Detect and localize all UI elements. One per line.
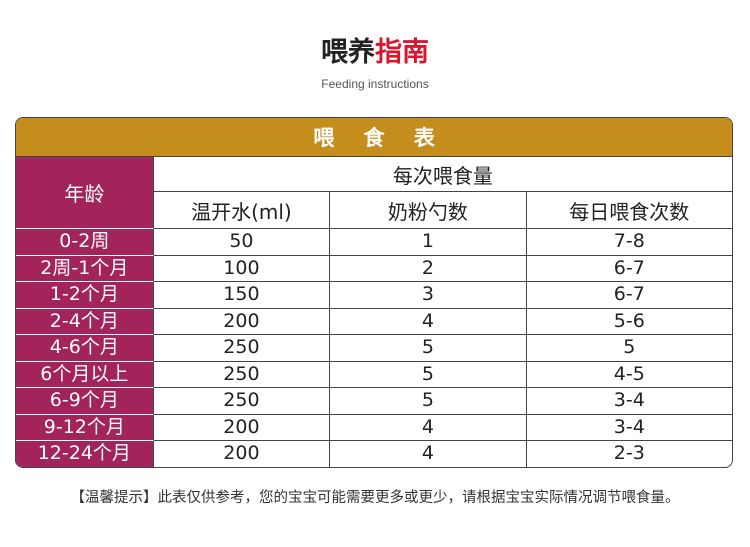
age-cell: 2-4个月 bbox=[16, 308, 154, 335]
value-cell: 3 bbox=[330, 282, 527, 309]
group-header: 每次喂食量 bbox=[153, 157, 732, 192]
table-row: 9-12个月 200 4 3-4 bbox=[16, 414, 732, 441]
table-row: 2-4个月 200 4 5-6 bbox=[16, 308, 732, 335]
value-cell: 50 bbox=[153, 229, 331, 256]
value-cell: 200 bbox=[153, 308, 331, 335]
table-row: 6-9个月 250 5 3-4 bbox=[16, 388, 732, 415]
age-cell: 9-12个月 bbox=[16, 414, 154, 441]
value-cell: 4 bbox=[330, 414, 527, 441]
value-cell: 4 bbox=[330, 308, 527, 335]
column-header: 每日喂食次数 bbox=[526, 192, 732, 229]
value-cell: 5 bbox=[330, 335, 527, 362]
value-cell: 5 bbox=[330, 361, 527, 388]
value-cell: 1 bbox=[330, 229, 527, 256]
table-row: 6个月以上 250 5 4-5 bbox=[16, 361, 732, 388]
table-row: 12-24个月 200 4 2-3 bbox=[16, 441, 732, 467]
age-cell: 6个月以上 bbox=[16, 361, 154, 388]
age-cell: 0-2周 bbox=[16, 229, 154, 256]
value-cell: 200 bbox=[153, 414, 331, 441]
value-cell: 100 bbox=[153, 255, 331, 282]
subtitle: Feeding instructions bbox=[321, 77, 429, 91]
age-cell: 2周-1个月 bbox=[16, 255, 154, 282]
value-cell: 200 bbox=[154, 441, 331, 467]
table-row: 2周-1个月 100 2 6-7 bbox=[16, 255, 732, 282]
table-caption: 喂 食 表 bbox=[16, 118, 732, 157]
title: 喂养指南 bbox=[0, 30, 750, 69]
age-cell: 6-9个月 bbox=[16, 388, 154, 415]
title-black: 喂养 bbox=[321, 37, 375, 68]
footer-note: 【温馨提示】此表仅供参考，您的宝宝可能需要更多或更少，请根据宝宝实际情况调节喂食… bbox=[70, 490, 680, 506]
value-cell: 4 bbox=[330, 441, 527, 467]
value-cell: 250 bbox=[153, 361, 331, 388]
feeding-table: 喂 食 表 年龄 每次喂食量 温开水(ml) 奶粉勺数 每日喂食次数 0-2周 50 1 7… bbox=[15, 117, 733, 468]
column-header: 奶粉勺数 bbox=[330, 192, 527, 229]
value-cell: 3-4 bbox=[526, 388, 732, 415]
value-cell: 2 bbox=[330, 255, 527, 282]
table-row: 4-6个月 250 5 5 bbox=[16, 335, 732, 362]
value-cell: 250 bbox=[153, 388, 331, 415]
value-cell: 5-6 bbox=[526, 309, 732, 335]
value-cell: 5 bbox=[330, 388, 527, 415]
age-cell: 12-24个月 bbox=[16, 441, 154, 467]
age-cell: 4-6个月 bbox=[16, 335, 154, 362]
title-red: 指南 bbox=[375, 37, 429, 68]
value-cell: 250 bbox=[153, 335, 331, 362]
age-header: 年龄 bbox=[16, 157, 154, 229]
value-cell: 6-7 bbox=[526, 256, 732, 282]
table-row: 1-2个月 150 3 6-7 bbox=[16, 282, 732, 309]
value-cell: 4-5 bbox=[526, 362, 732, 388]
column-header: 温开水(ml) bbox=[153, 192, 331, 229]
value-cell: 150 bbox=[153, 282, 331, 309]
age-cell: 1-2个月 bbox=[16, 282, 154, 309]
value-cell: 7-8 bbox=[526, 229, 732, 256]
value-cell: 6-7 bbox=[526, 282, 732, 309]
value-cell: 3-4 bbox=[526, 415, 732, 441]
table-row: 0-2周 50 1 7-8 bbox=[16, 229, 732, 256]
value-cell: 5 bbox=[526, 335, 732, 362]
value-cell: 2-3 bbox=[613, 442, 645, 465]
